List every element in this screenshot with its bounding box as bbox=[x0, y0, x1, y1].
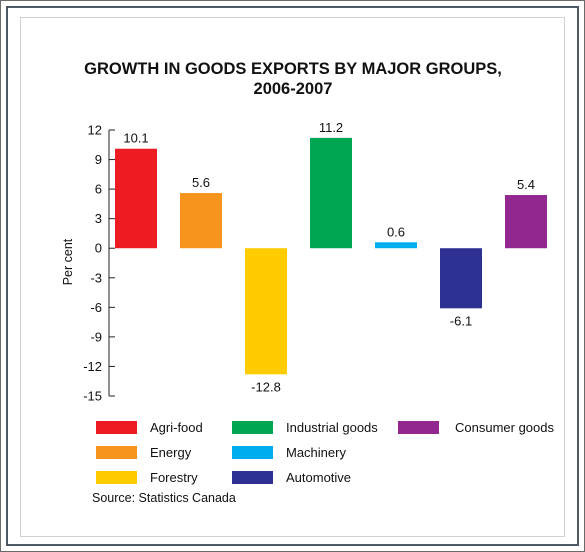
bar-industrial-goods bbox=[310, 137, 352, 249]
chart-title-line-2: 2006-2007 bbox=[254, 80, 333, 98]
bar-automotive bbox=[440, 248, 482, 309]
y-tick-label: -15 bbox=[83, 389, 102, 404]
data-label: -6.1 bbox=[450, 313, 472, 328]
bar-agri-food bbox=[115, 148, 157, 249]
legend-swatch bbox=[96, 446, 137, 459]
legend-swatch bbox=[232, 421, 273, 434]
data-label: 5.6 bbox=[192, 175, 210, 190]
data-labels: 10.1 5.6 -12.8 11.2 0.6 -6.1 5.4 bbox=[123, 120, 535, 394]
legend-label: Automotive bbox=[286, 470, 351, 485]
legend-swatch bbox=[232, 471, 273, 484]
legend-swatch bbox=[232, 446, 273, 459]
y-tick-label: 3 bbox=[95, 211, 102, 226]
y-tick-label: -3 bbox=[90, 270, 102, 285]
legend-label: Consumer goods bbox=[455, 420, 554, 435]
data-label: 11.2 bbox=[319, 120, 343, 135]
legend-label: Energy bbox=[150, 445, 192, 460]
y-tick-label: -9 bbox=[90, 329, 102, 344]
y-tick-label: 0 bbox=[95, 241, 102, 256]
legend-swatch bbox=[96, 421, 137, 434]
legend-swatch bbox=[96, 471, 137, 484]
y-tick-label: -12 bbox=[83, 359, 102, 374]
y-axis-label: Per cent bbox=[61, 238, 75, 285]
legend-label: Forestry bbox=[150, 470, 198, 485]
y-tick-label: -6 bbox=[90, 300, 102, 315]
y-axis: 12 9 6 3 0 -3 -6 -9 -12 -15 bbox=[83, 123, 115, 404]
y-tick-label: 6 bbox=[95, 182, 102, 197]
chart-title-line-1: GROWTH IN GOODS EXPORTS BY MAJOR GROUPS, bbox=[84, 60, 502, 78]
data-label: -12.8 bbox=[251, 379, 281, 394]
bar-consumer-goods bbox=[505, 195, 547, 249]
legend-label: Agri-food bbox=[150, 420, 203, 435]
chart-title: GROWTH IN GOODS EXPORTS BY MAJOR GROUPS,… bbox=[84, 60, 502, 98]
bar-energy bbox=[180, 193, 222, 249]
chart-inner-box: GROWTH IN GOODS EXPORTS BY MAJOR GROUPS,… bbox=[20, 17, 565, 537]
legend-label: Industrial goods bbox=[286, 420, 378, 435]
y-tick-label: 12 bbox=[88, 123, 102, 138]
chart-panel: GROWTH IN GOODS EXPORTS BY MAJOR GROUPS,… bbox=[6, 6, 579, 546]
legend-label: Machinery bbox=[286, 445, 346, 460]
bars bbox=[115, 137, 547, 375]
bar-machinery bbox=[375, 242, 417, 249]
legend-swatch bbox=[398, 421, 439, 434]
data-label: 5.4 bbox=[517, 177, 535, 192]
source-note: Source: Statistics Canada bbox=[92, 491, 236, 505]
data-label: 0.6 bbox=[387, 224, 405, 239]
y-tick-label: 9 bbox=[95, 152, 102, 167]
bar-chart: GROWTH IN GOODS EXPORTS BY MAJOR GROUPS,… bbox=[61, 60, 554, 505]
bar-forestry bbox=[245, 248, 287, 375]
data-label: 10.1 bbox=[123, 131, 148, 146]
legend: Agri-food Energy Forestry Industrial goods M… bbox=[96, 420, 554, 485]
